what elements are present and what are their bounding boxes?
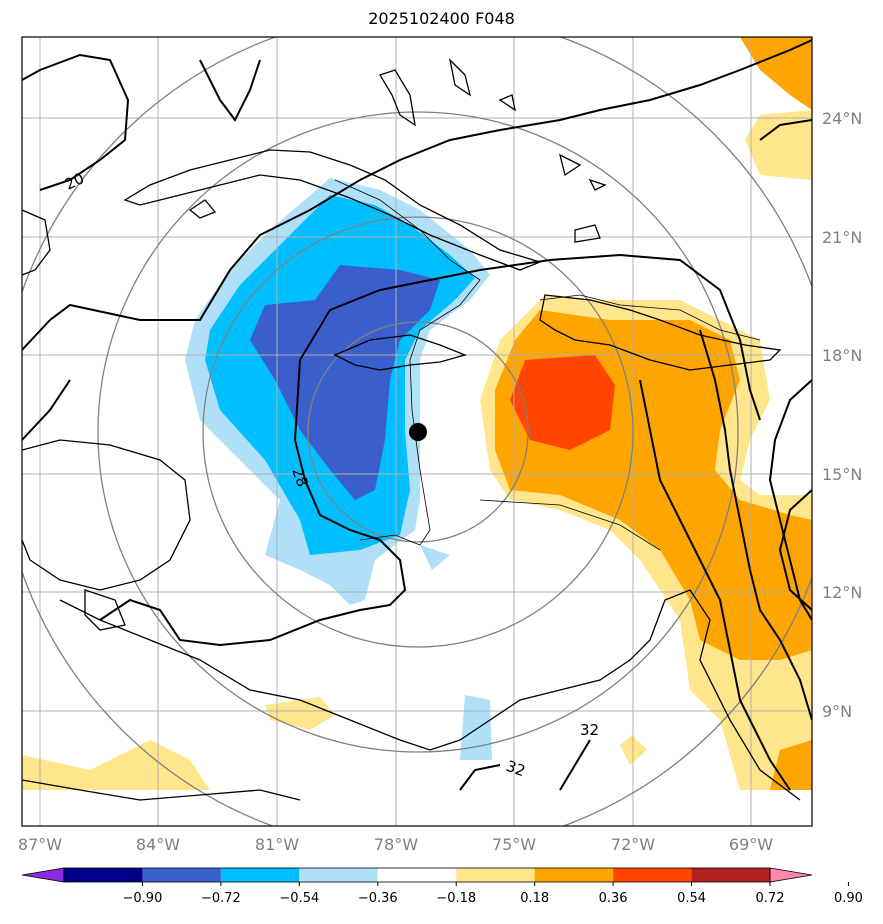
lat-label-12n: 12°N [822, 583, 862, 602]
colorbar-extend-high [769, 867, 813, 883]
contour-label-32-a: 32 [580, 721, 599, 739]
colorbar-tick-label: 0.90 [834, 891, 863, 906]
colorbar-cell [691, 868, 770, 882]
map-area: 20 28 32 32 [22, 37, 812, 826]
colorbar-extend-low [21, 867, 65, 883]
colorbar-cell [299, 868, 378, 882]
lat-label-21n: 21°N [822, 228, 862, 247]
graticule [22, 37, 812, 826]
contour-label-32-b: 32 [504, 757, 528, 780]
range-rings [22, 37, 812, 826]
colorbar-tick-label: 0.72 [756, 891, 785, 906]
storm-center-marker [409, 423, 427, 441]
latitude-labels: 24°N 21°N 18°N 15°N 12°N 9°N [822, 109, 862, 721]
lon-label-81w: 81°W [255, 835, 299, 854]
colorbar-tick-label: −0.72 [201, 891, 241, 906]
coastlines [22, 58, 801, 801]
colorbar-tick-label: 0.36 [599, 891, 628, 906]
lon-label-72w: 72°W [611, 835, 655, 854]
colorbar-tick-label: 0.54 [677, 891, 706, 906]
lat-label-15n: 15°N [822, 465, 862, 484]
map-title: 2025102400 F048 [368, 9, 515, 28]
lon-label-75w: 75°W [492, 835, 536, 854]
lat-label-18n: 18°N [822, 346, 862, 365]
negative-anomaly-fill [185, 178, 492, 760]
colorbar-cell [64, 868, 143, 882]
lat-label-24n: 24°N [822, 109, 862, 128]
colorbar-cell [377, 868, 457, 882]
colorbar-cell [142, 868, 221, 882]
colorbar-frame [63, 867, 771, 883]
contour-label-28: 28 [288, 465, 311, 489]
thin-contour [334, 179, 761, 551]
colorbar-tick-label: −0.54 [279, 891, 319, 906]
colorbar-cell [613, 868, 692, 882]
map-frame [21, 36, 813, 827]
colorbar-cell [534, 868, 614, 882]
contour-lines [22, 39, 812, 791]
contour-label-20: 20 [62, 169, 87, 193]
colorbar: −0.90 −0.72 −0.54 −0.36 −0.18 0.18 0.36 0.54 0.7… [21, 867, 863, 906]
lat-label-9n: 9°N [822, 702, 852, 721]
colorbar-cell [220, 868, 300, 882]
lon-label-69w: 69°W [729, 835, 773, 854]
colorbar-tick-label: −0.18 [436, 891, 476, 906]
colorbar-tick-label: −0.90 [123, 891, 163, 906]
lon-label-84w: 84°W [136, 835, 180, 854]
colorbar-tick-label: −0.36 [358, 891, 398, 906]
colorbar-cell [456, 868, 535, 882]
colorbar-tick-label: 0.18 [520, 891, 549, 906]
lon-label-87w: 87°W [18, 835, 62, 854]
lon-label-78w: 78°W [374, 835, 418, 854]
longitude-labels: 87°W 84°W 81°W 78°W 75°W 72°W 69°W [18, 835, 773, 854]
